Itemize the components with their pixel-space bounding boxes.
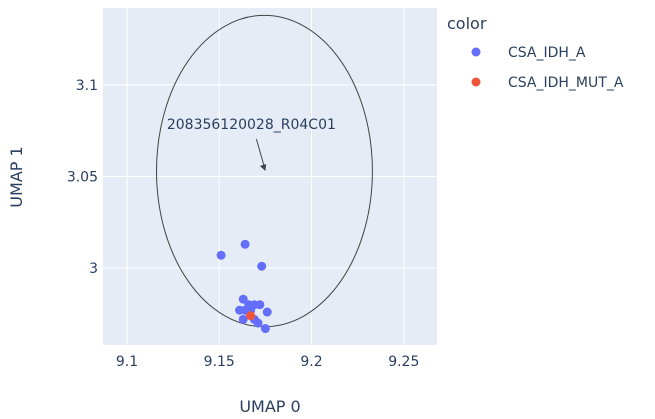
data-point[interactable] xyxy=(253,318,263,328)
annotation-layer: 208356120028_R04C01 xyxy=(167,117,336,172)
legend-marker[interactable] xyxy=(471,77,481,87)
points-layer xyxy=(216,239,272,334)
legend-label[interactable]: CSA_IDH_A xyxy=(508,45,586,61)
legend-title: color xyxy=(447,14,487,33)
data-point[interactable] xyxy=(216,250,226,260)
y-tick-labels: 3 3.05 3.1 xyxy=(67,78,98,277)
y-tick-label: 3.1 xyxy=(76,78,98,94)
annotation-label: 208356120028_R04C01 xyxy=(167,117,336,133)
grid-lines xyxy=(103,8,437,345)
y-axis-title: UMAP 1 xyxy=(7,146,26,207)
data-point[interactable] xyxy=(255,300,265,310)
annotation-arrow-line xyxy=(255,138,265,168)
data-point[interactable] xyxy=(238,314,248,324)
x-axis-title: UMAP 0 xyxy=(239,397,300,416)
y-tick-label: 3.05 xyxy=(67,170,98,186)
x-tick-label: 9.25 xyxy=(388,354,419,370)
legend-label[interactable]: CSA_IDH_MUT_A xyxy=(508,75,624,91)
data-point[interactable] xyxy=(262,307,272,317)
x-tick-label: 9.15 xyxy=(204,354,235,370)
data-point[interactable] xyxy=(257,261,267,271)
y-tick-label: 3 xyxy=(89,261,98,277)
data-point[interactable] xyxy=(260,324,270,334)
data-point[interactable] xyxy=(238,294,248,304)
x-tick-label: 9.2 xyxy=(300,354,322,370)
x-tick-label: 9.1 xyxy=(116,354,138,370)
annotation-arrowhead xyxy=(259,164,267,172)
legend: color CSA_IDH_A CSA_IDH_MUT_A xyxy=(447,14,624,91)
data-point[interactable] xyxy=(240,239,250,249)
legend-marker[interactable] xyxy=(471,47,481,57)
x-tick-labels: 9.1 9.15 9.2 9.25 xyxy=(116,354,420,370)
data-point[interactable] xyxy=(246,311,256,321)
